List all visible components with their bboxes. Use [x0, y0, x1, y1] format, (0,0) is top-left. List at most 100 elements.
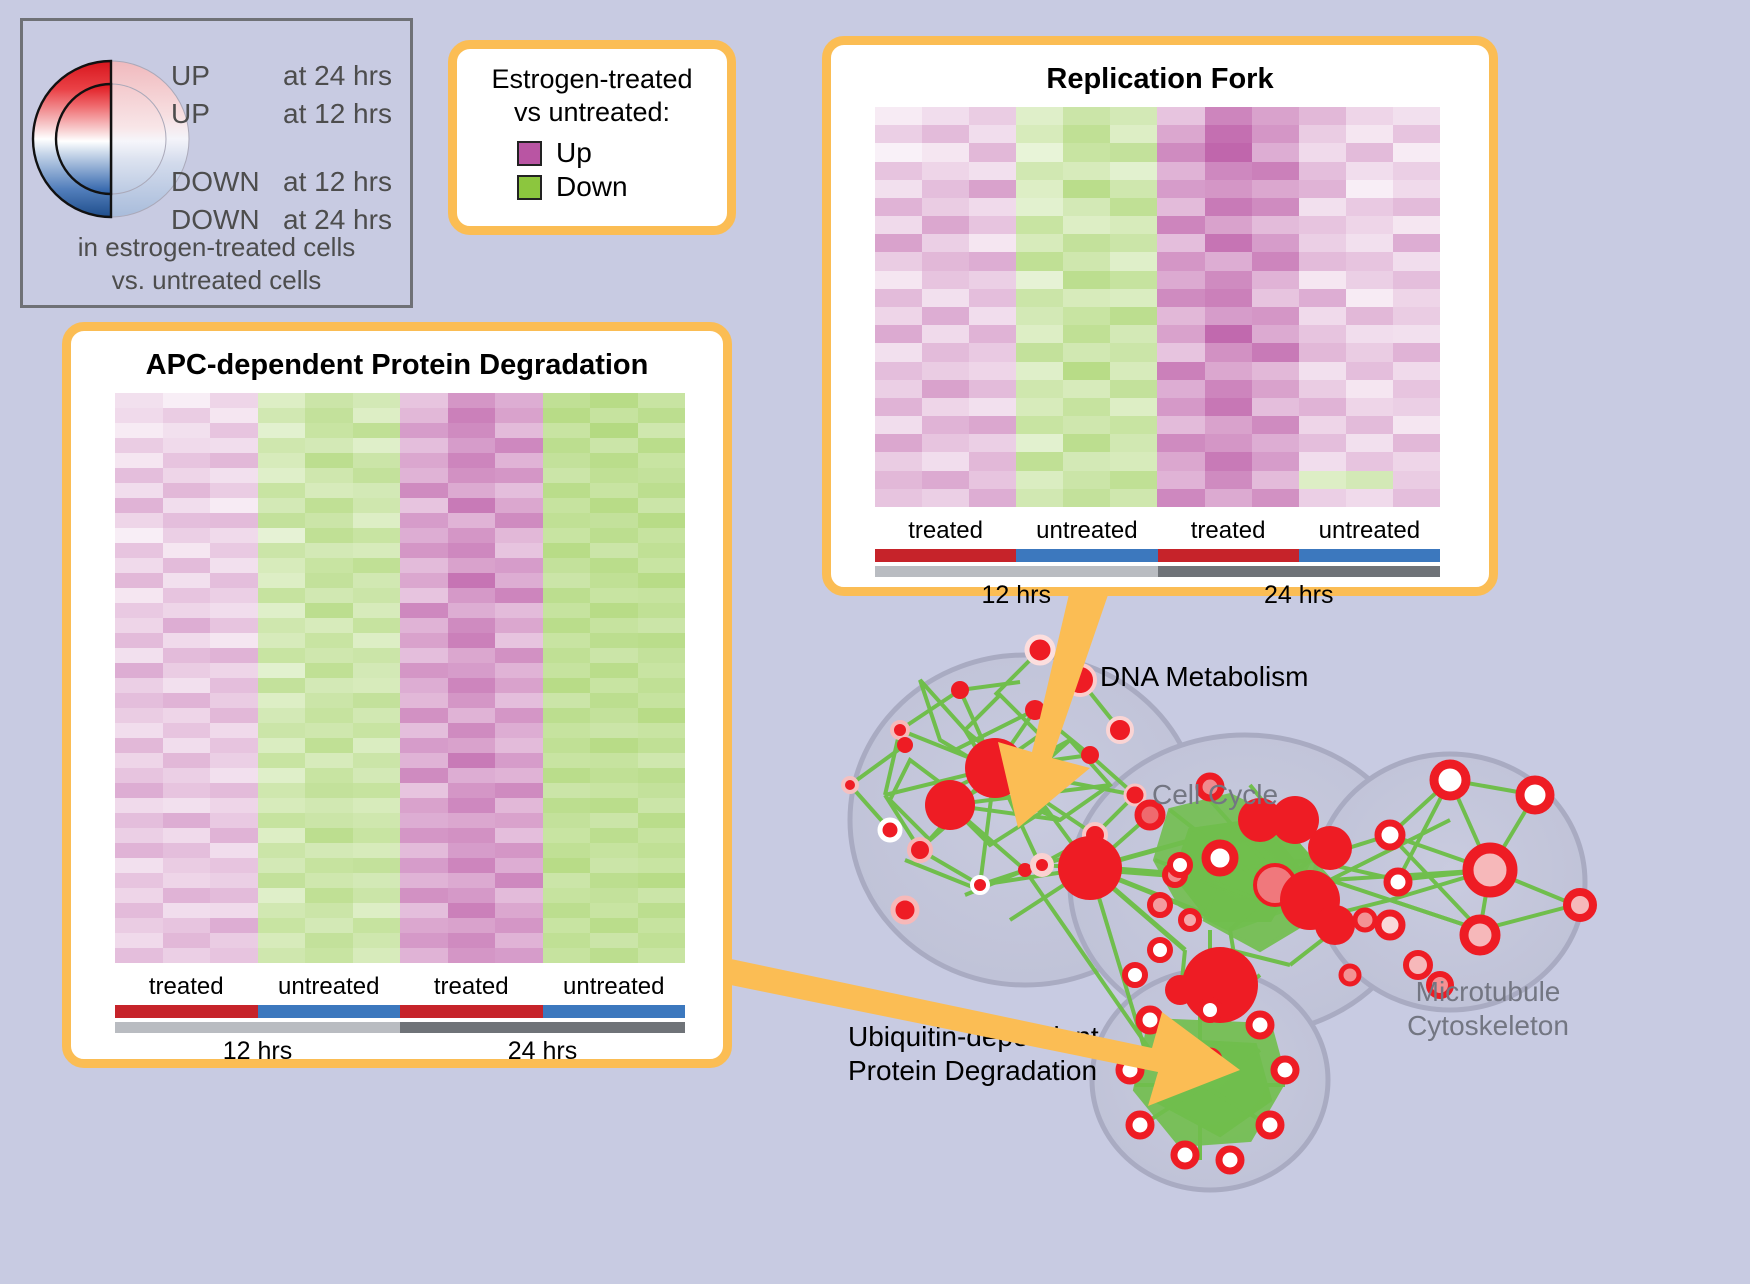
heatmap-cell [305, 708, 353, 723]
heatmap-cell [1063, 379, 1111, 398]
heatmap-cell [542, 543, 590, 558]
heatmap-cell [115, 483, 163, 498]
heatmap-cell [590, 408, 638, 423]
heatmap-cell [1251, 306, 1299, 326]
key-row-list: UP at 24 hrs UP at 12 hrs DOWN at 12 hrs… [171, 57, 392, 239]
heatmap-cell [210, 723, 258, 738]
heatmap-cell [162, 423, 210, 438]
apc-timepoint-labels: 12 hrs 24 hrs [115, 1037, 685, 1066]
heatmap-cell [257, 738, 305, 753]
pathway-network-diagram: DNA Metabolism Cell Cycle Microtubule Cy… [790, 620, 1750, 1279]
heatmap-cell [590, 708, 638, 723]
heatmap-cell [637, 528, 685, 543]
heatmap-cell [162, 783, 210, 798]
heatmap-cell [257, 798, 305, 813]
heatmap-cell [1298, 161, 1346, 180]
key-footer: in estrogen-treated cells vs. untreated … [23, 231, 410, 297]
heatmap-cell [210, 408, 258, 423]
heatmap-cell [257, 873, 305, 888]
heatmap-cell [1392, 197, 1440, 217]
heatmap-cell [162, 768, 210, 783]
heatmap-cell [1392, 361, 1440, 380]
heatmap-cell [115, 558, 163, 573]
heatmap-cell [495, 843, 543, 858]
heatmap-cell [542, 558, 590, 573]
heatmap-cell [162, 453, 210, 468]
heatmap-cell [637, 573, 685, 588]
heatmap-cell [162, 738, 210, 753]
apc-group-label: untreated [563, 973, 665, 1000]
heatmap-cell [875, 252, 923, 271]
heatmap-cell [400, 873, 448, 888]
heatmap-cell [257, 933, 305, 948]
heatmap-cell [400, 678, 448, 693]
heatmap-cell [922, 434, 970, 453]
heatmap-cell [875, 179, 923, 198]
heatmap-cell [1204, 125, 1252, 144]
heatmap-cell [352, 498, 400, 513]
heatmap-cell [542, 948, 590, 963]
heatmap-cell [969, 252, 1017, 271]
heatmap-cell [352, 828, 400, 843]
heatmap-cell [257, 753, 305, 768]
heatmap-cell [637, 903, 685, 918]
heatmap-cell [305, 753, 353, 768]
apc-group-labels: treated untreated treated untreated [115, 973, 685, 1001]
rf-timepoint-label: 24 hrs [1264, 581, 1334, 609]
heatmap-cell [590, 858, 638, 873]
heatmap-cell [400, 438, 448, 453]
heatmap-cell [115, 903, 163, 918]
heatmap-cell [447, 558, 495, 573]
heatmap-cell [495, 678, 543, 693]
heatmap-cell [969, 216, 1017, 235]
heatmap-cell [210, 843, 258, 858]
heatmap-cell [447, 573, 495, 588]
heatmap-cell [352, 738, 400, 753]
heatmap-cell [210, 798, 258, 813]
heatmap-cell [352, 543, 400, 558]
heatmap-cell [400, 633, 448, 648]
heatmap-cell [1063, 470, 1111, 489]
heatmap-cell [305, 393, 353, 408]
heatmap-cell [637, 543, 685, 558]
heatmap-cell [1251, 161, 1299, 180]
heatmap-cell [542, 588, 590, 603]
heatmap-cell [162, 813, 210, 828]
heatmap-cell [1157, 452, 1205, 471]
heatmap-cell [1157, 143, 1205, 162]
heatmap-cell [305, 918, 353, 933]
heatmap-cell [210, 693, 258, 708]
heatmap-cell [447, 828, 495, 843]
heatmap-cell [115, 543, 163, 558]
heatmap-cell [1016, 125, 1064, 144]
heatmap-cell [1016, 306, 1064, 326]
heatmap-cell [542, 483, 590, 498]
key-row-spacer [171, 133, 392, 163]
heatmap-cell [447, 483, 495, 498]
heatmap-cell [637, 468, 685, 483]
heatmap-cell [637, 798, 685, 813]
heatmap-cell [447, 933, 495, 948]
heatmap-cell [115, 933, 163, 948]
heatmap-cell [400, 618, 448, 633]
heatmap-cell [1251, 270, 1299, 289]
heatmap-cell [637, 423, 685, 438]
heatmap-cell [1016, 325, 1064, 344]
heatmap-cell [590, 423, 638, 438]
heatmap-cell [210, 873, 258, 888]
heatmap-cell [1392, 270, 1440, 289]
heatmap-cell [162, 573, 210, 588]
legend-panel: Estrogen-treated vs untreated: Up Down [448, 40, 736, 235]
heatmap-cell [162, 438, 210, 453]
heatmap-cell [637, 723, 685, 738]
heatmap-cell [1110, 452, 1158, 471]
heatmap-cell [1298, 397, 1346, 417]
heatmap-cell [590, 618, 638, 633]
heatmap-cell [922, 179, 970, 198]
heatmap-cell [1298, 234, 1346, 253]
replication-fork-heatmap [875, 107, 1440, 507]
heatmap-cell [1392, 416, 1440, 435]
heatmap-cell [637, 453, 685, 468]
heatmap-cell [305, 588, 353, 603]
